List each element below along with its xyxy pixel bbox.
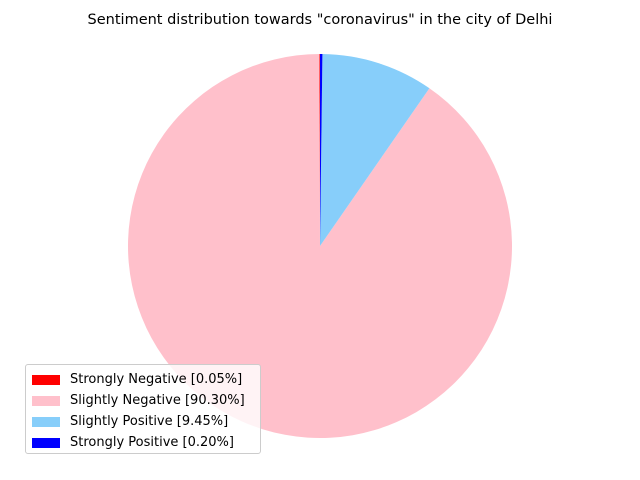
legend-item: Slightly Positive [9.45%]	[32, 411, 254, 432]
legend-item: Strongly Positive [0.20%]	[32, 432, 254, 453]
pie-slice-slightly-positive	[320, 54, 430, 246]
pie-slice-strongly-negative	[319, 54, 320, 246]
legend-swatch	[32, 374, 60, 385]
legend-item: Strongly Negative [0.05%]	[32, 369, 254, 390]
pie-slice-strongly-positive	[320, 54, 323, 246]
legend-swatch	[32, 395, 60, 406]
legend-swatch	[32, 437, 60, 448]
legend-item: Slightly Negative [90.30%]	[32, 390, 254, 411]
pie-slice-slightly-negative	[128, 54, 513, 438]
legend: Strongly Negative [0.05%] Slightly Negati…	[25, 364, 261, 454]
legend-swatch	[32, 416, 60, 427]
legend-label: Strongly Negative [0.05%]	[70, 372, 243, 387]
legend-label: Slightly Positive [9.45%]	[70, 414, 229, 429]
legend-label: Slightly Negative [90.30%]	[70, 393, 245, 408]
chart-title: Sentiment distribution towards "coronavi…	[87, 12, 553, 28]
legend-label: Strongly Positive [0.20%]	[70, 435, 234, 450]
